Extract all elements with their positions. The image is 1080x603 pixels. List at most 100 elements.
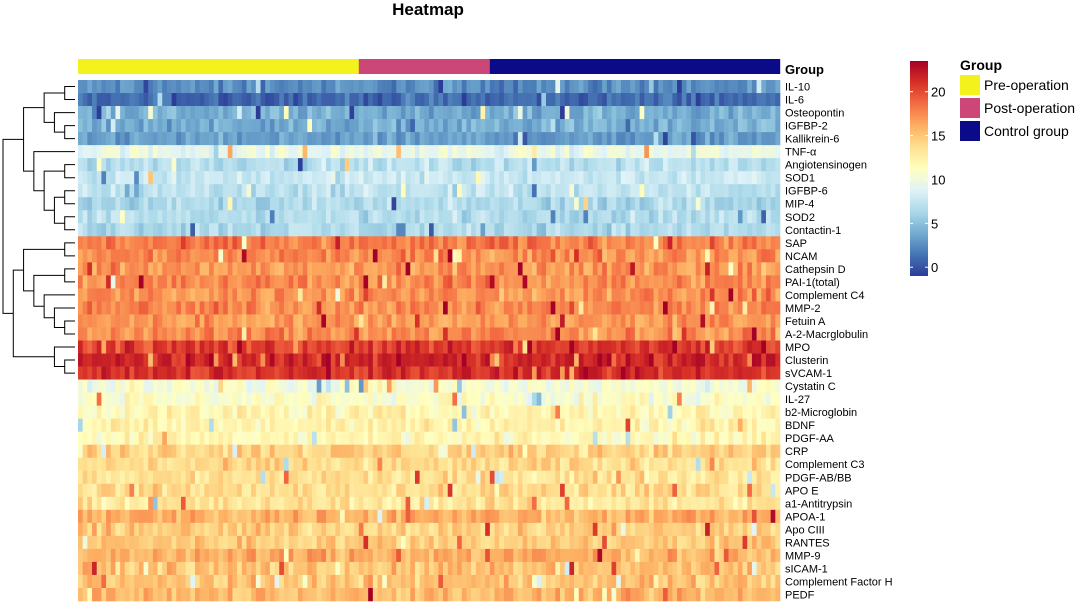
heat-cell [218, 145, 224, 159]
heat-cell [180, 327, 186, 341]
heat-cell [283, 366, 289, 380]
heat-cell [129, 275, 135, 289]
heat-cell [588, 314, 594, 328]
heat-cell [307, 470, 313, 485]
heat-cell [705, 392, 711, 406]
heat-cell [639, 275, 645, 289]
heat-cell [307, 444, 313, 459]
heat-cell [307, 171, 313, 185]
heat-cell [527, 444, 533, 459]
heat-cell [405, 444, 411, 459]
heat-cell [400, 145, 406, 159]
heat-cell [166, 223, 172, 237]
heat-cell [171, 444, 177, 459]
heat-cell [185, 210, 191, 224]
heat-cell [517, 470, 523, 485]
heat-cell [574, 314, 580, 328]
heat-cell [260, 405, 266, 419]
heat-cell [663, 392, 668, 406]
heat-cell [363, 379, 369, 393]
heat-cell [391, 418, 397, 432]
heat-cell [255, 444, 261, 459]
heat-cell [87, 106, 93, 120]
heat-cell [606, 93, 612, 107]
heat-cell [209, 249, 215, 263]
heat-cell [569, 470, 575, 485]
heat-cell [770, 366, 776, 380]
heat-cell [166, 509, 172, 524]
heat-cell [171, 366, 177, 380]
heat-cell [691, 483, 697, 498]
heat-cell [527, 288, 533, 302]
heat-cell [737, 262, 743, 276]
heat-cell [363, 366, 369, 380]
heat-cell [424, 158, 430, 172]
heat-cell [667, 392, 673, 406]
heat-cell [555, 223, 561, 237]
heat-cell [283, 158, 289, 172]
heat-cell [405, 457, 411, 472]
heat-cell [737, 340, 743, 354]
heat-cell [344, 210, 350, 224]
heat-cell [602, 314, 608, 328]
heat-cell [719, 223, 725, 237]
heat-cell [438, 197, 444, 211]
heat-cell [419, 132, 425, 146]
heat-cell [513, 223, 519, 237]
heat-cell [204, 171, 210, 185]
heat-cell [569, 457, 575, 472]
heat-cell [218, 301, 224, 315]
heat-cell [522, 392, 528, 406]
heat-cell [218, 119, 224, 133]
heat-cell [363, 353, 369, 367]
heat-cell [560, 288, 566, 302]
heat-cell [578, 132, 584, 146]
heat-cell [106, 353, 112, 367]
heat-cell [124, 275, 130, 289]
heat-cell [429, 431, 434, 446]
heat-cell [419, 236, 425, 250]
heat-cell [639, 223, 645, 237]
heat-cell [691, 145, 697, 159]
heat-cell [279, 327, 285, 341]
heat-cell [602, 457, 608, 472]
heat-cell [602, 301, 608, 315]
heat-cell [611, 340, 617, 354]
heat-cell [429, 314, 434, 328]
heat-cell [719, 119, 725, 133]
heat-cell [349, 249, 355, 263]
heat-cell [106, 301, 112, 315]
heat-cell [756, 366, 762, 380]
heat-cell [255, 223, 261, 237]
heat-cell [78, 288, 83, 302]
heat-cell [663, 132, 668, 146]
heat-cell [326, 301, 332, 315]
heat-cell [143, 379, 149, 393]
heat-cell [550, 392, 556, 406]
heat-cell [686, 418, 692, 432]
heat-cell [227, 340, 233, 354]
heat-cell [709, 392, 715, 406]
heat-cell [429, 119, 434, 133]
heat-cell [705, 431, 711, 446]
heat-cell [162, 119, 168, 133]
heat-cell [719, 405, 725, 419]
heat-cell [508, 132, 514, 146]
heat-cell [410, 171, 416, 185]
heat-cell [246, 431, 252, 446]
heat-cell [166, 171, 172, 185]
heat-cell [391, 483, 397, 498]
heat-cell [485, 93, 491, 107]
heat-cell [110, 470, 116, 485]
heat-cell [644, 431, 650, 446]
heat-cell [765, 288, 771, 302]
heat-cell [120, 457, 126, 472]
heat-cell [569, 275, 575, 289]
heat-cell [700, 119, 706, 133]
heat-cell [209, 275, 215, 289]
heat-cell [269, 353, 275, 367]
heat-cell [246, 457, 252, 472]
heat-cell [658, 262, 664, 276]
heat-cell [695, 262, 701, 276]
heat-cell [237, 444, 243, 459]
